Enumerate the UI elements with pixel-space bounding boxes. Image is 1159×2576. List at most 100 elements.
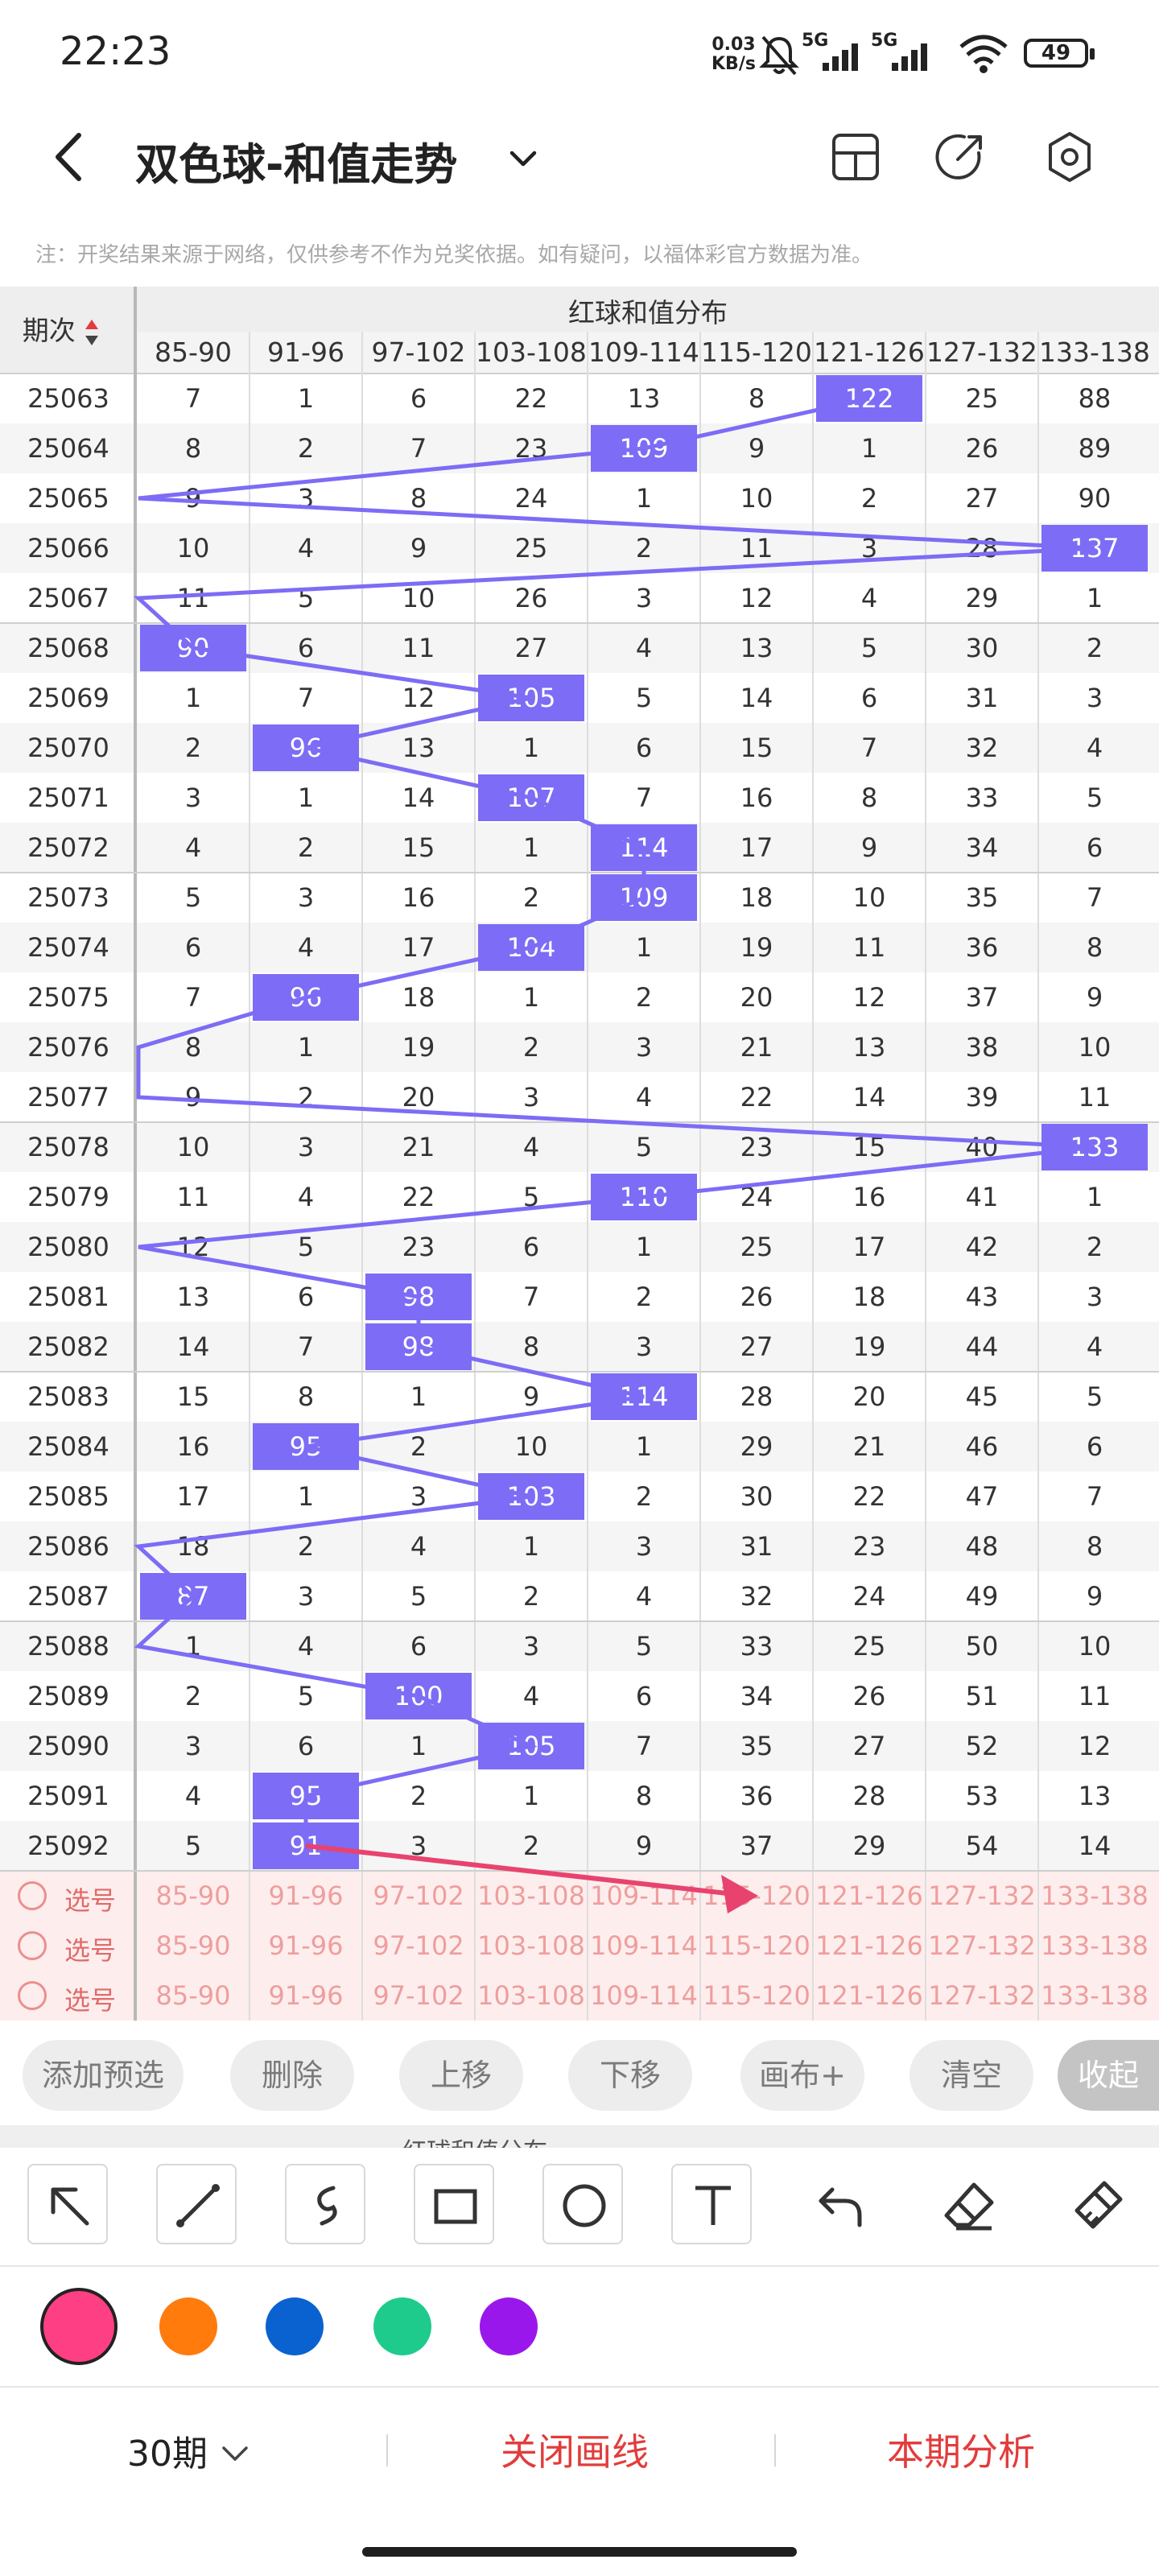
omission-value-cell[interactable]: 3 <box>635 1032 653 1063</box>
omission-value-cell[interactable]: 32 <box>740 1581 773 1612</box>
omission-value-cell[interactable]: 1 <box>522 832 540 863</box>
omission-value-cell[interactable]: 33 <box>965 782 999 813</box>
select-range-cell[interactable]: 85-90 <box>155 1930 231 1961</box>
current-period-analysis-button[interactable]: 本期分析 <box>887 2430 1035 2474</box>
omission-value-cell[interactable]: 8 <box>184 1032 202 1063</box>
omission-value-cell[interactable]: 28 <box>740 1381 773 1412</box>
omission-value-cell[interactable]: 17 <box>402 932 435 963</box>
omission-value-cell[interactable]: 16 <box>852 1182 886 1212</box>
omission-value-cell[interactable]: 14 <box>852 1082 886 1113</box>
omission-value-cell[interactable]: 18 <box>402 982 435 1013</box>
back-arrow-icon[interactable] <box>45 129 93 185</box>
omission-value-cell[interactable]: 5 <box>1086 1381 1103 1412</box>
omission-value-cell[interactable]: 2 <box>184 1681 202 1711</box>
hit-value-cell[interactable]: 133 <box>1041 1124 1148 1170</box>
select-radio[interactable] <box>18 1931 47 1960</box>
omission-value-cell[interactable]: 11 <box>852 932 886 963</box>
omission-value-cell[interactable]: 7 <box>635 782 653 813</box>
omission-value-cell[interactable]: 12 <box>852 982 886 1013</box>
omission-value-cell[interactable]: 6 <box>410 1631 427 1662</box>
omission-value-cell[interactable]: 14 <box>176 1331 210 1362</box>
omission-value-cell[interactable]: 1 <box>410 1731 427 1761</box>
delete-button[interactable]: 删除 <box>230 2040 354 2111</box>
omission-value-cell[interactable]: 28 <box>852 1781 886 1811</box>
omission-value-cell[interactable]: 14 <box>402 782 435 813</box>
omission-value-cell[interactable]: 24 <box>514 483 548 514</box>
omission-value-cell[interactable]: 13 <box>1078 1781 1112 1811</box>
omission-value-cell[interactable]: 34 <box>740 1681 773 1711</box>
omission-value-cell[interactable]: 9 <box>1086 982 1103 1013</box>
omission-value-cell[interactable]: 6 <box>860 683 878 713</box>
omission-value-cell[interactable]: 20 <box>740 982 773 1013</box>
omission-value-cell[interactable]: 45 <box>965 1381 999 1412</box>
settings-gear-icon[interactable] <box>1043 130 1096 184</box>
clear-drawing-icon[interactable] <box>1070 2178 1125 2233</box>
omission-value-cell[interactable]: 3 <box>860 533 878 564</box>
omission-value-cell[interactable]: 16 <box>176 1431 210 1462</box>
omission-value-cell[interactable]: 2 <box>522 882 540 913</box>
omission-value-cell[interactable]: 10 <box>176 533 210 564</box>
select-range-cell[interactable]: 85-90 <box>155 1880 231 1911</box>
omission-value-cell[interactable]: 4 <box>860 583 878 613</box>
text-tool-icon[interactable] <box>671 2164 752 2244</box>
omission-value-cell[interactable]: 7 <box>297 683 315 713</box>
hit-value-cell[interactable]: 114 <box>591 824 697 871</box>
select-radio[interactable] <box>18 1981 47 2010</box>
omission-value-cell[interactable]: 3 <box>1086 683 1103 713</box>
omission-value-cell[interactable]: 11 <box>1078 1681 1112 1711</box>
select-range-cell[interactable]: 133-138 <box>1041 1880 1149 1911</box>
select-range-cell[interactable]: 109-114 <box>590 1930 698 1961</box>
omission-value-cell[interactable]: 11 <box>176 1182 210 1212</box>
omission-value-cell[interactable]: 8 <box>184 433 202 464</box>
select-range-cell[interactable]: 133-138 <box>1041 1930 1149 1961</box>
omission-value-cell[interactable]: 31 <box>965 683 999 713</box>
omission-value-cell[interactable]: 7 <box>297 1331 315 1362</box>
omission-value-cell[interactable]: 2 <box>1086 633 1103 663</box>
omission-value-cell[interactable]: 2 <box>410 1781 427 1811</box>
omission-value-cell[interactable]: 8 <box>860 782 878 813</box>
omission-value-cell[interactable]: 5 <box>410 1581 427 1612</box>
omission-value-cell[interactable]: 29 <box>852 1831 886 1861</box>
omission-value-cell[interactable]: 2 <box>635 533 653 564</box>
omission-value-cell[interactable]: 30 <box>740 1481 773 1512</box>
omission-value-cell[interactable]: 1 <box>297 1032 315 1063</box>
omission-value-cell[interactable]: 6 <box>297 633 315 663</box>
omission-value-cell[interactable]: 3 <box>635 583 653 613</box>
omission-value-cell[interactable]: 6 <box>184 932 202 963</box>
omission-value-cell[interactable]: 2 <box>522 1032 540 1063</box>
chevron-down-icon[interactable] <box>505 140 541 175</box>
omission-value-cell[interactable]: 1 <box>297 782 315 813</box>
omission-value-cell[interactable]: 13 <box>176 1282 210 1312</box>
select-range-cell[interactable]: 115-120 <box>703 1930 810 1961</box>
omission-value-cell[interactable]: 9 <box>184 483 202 514</box>
omission-value-cell[interactable]: 3 <box>184 782 202 813</box>
color-swatch[interactable] <box>266 2297 324 2355</box>
omission-value-cell[interactable]: 1 <box>635 483 653 514</box>
omission-value-cell[interactable]: 3 <box>522 1631 540 1662</box>
omission-value-cell[interactable]: 10 <box>176 1132 210 1162</box>
omission-value-cell[interactable]: 46 <box>965 1431 999 1462</box>
hit-value-cell[interactable]: 95 <box>253 1423 359 1470</box>
rectangle-tool-icon[interactable] <box>414 2164 494 2244</box>
omission-value-cell[interactable]: 1 <box>860 433 878 464</box>
omission-value-cell[interactable]: 36 <box>965 932 999 963</box>
hit-value-cell[interactable]: 91 <box>253 1823 359 1869</box>
omission-value-cell[interactable]: 7 <box>1086 882 1103 913</box>
omission-value-cell[interactable]: 3 <box>635 1331 653 1362</box>
arrow-tool-icon[interactable] <box>27 2164 108 2244</box>
omission-value-cell[interactable]: 1 <box>635 1431 653 1462</box>
omission-value-cell[interactable]: 5 <box>297 1232 315 1262</box>
omission-value-cell[interactable]: 9 <box>522 1381 540 1412</box>
omission-value-cell[interactable]: 1 <box>522 1781 540 1811</box>
hit-value-cell[interactable]: 104 <box>478 924 584 971</box>
omission-value-cell[interactable]: 28 <box>965 533 999 564</box>
omission-value-cell[interactable]: 8 <box>1086 1531 1103 1562</box>
omission-value-cell[interactable]: 25 <box>514 533 548 564</box>
omission-value-cell[interactable]: 36 <box>740 1781 773 1811</box>
select-row-label[interactable]: 选号 <box>64 1935 116 1966</box>
omission-value-cell[interactable]: 13 <box>402 733 435 763</box>
omission-value-cell[interactable]: 7 <box>860 733 878 763</box>
omission-value-cell[interactable]: 10 <box>740 483 773 514</box>
omission-value-cell[interactable]: 2 <box>297 832 315 863</box>
omission-value-cell[interactable]: 3 <box>297 882 315 913</box>
